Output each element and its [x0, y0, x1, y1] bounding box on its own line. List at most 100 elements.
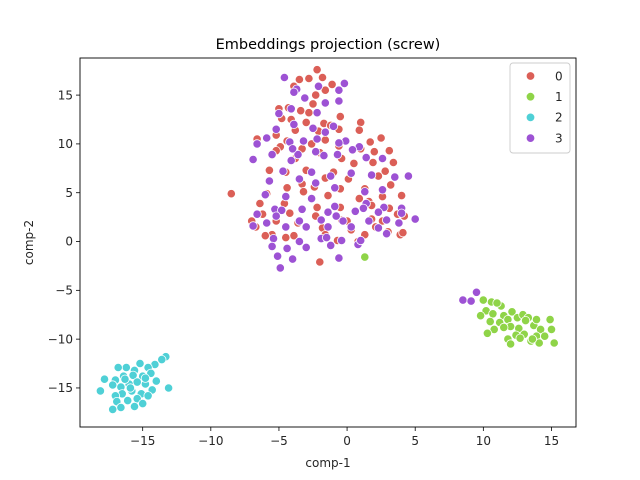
- legend-item-2: 2: [525, 111, 563, 125]
- legend-item-0: 0: [525, 69, 563, 83]
- data-point: [377, 153, 388, 164]
- series-0: [226, 65, 409, 267]
- data-point: [123, 395, 133, 406]
- legend-box: [509, 62, 571, 154]
- y-axis-label: comp-2: [22, 220, 36, 265]
- data-point: [252, 209, 262, 219]
- data-point: [356, 117, 366, 128]
- data-point: [315, 257, 325, 267]
- data-point: [323, 207, 333, 217]
- data-point: [531, 314, 542, 325]
- data-point: [394, 218, 404, 228]
- data-point: [282, 243, 292, 253]
- data-point: [311, 178, 321, 188]
- data-point: [346, 168, 356, 178]
- legend-marker: [525, 133, 536, 143]
- data-point: [285, 208, 295, 218]
- data-point: [108, 380, 118, 390]
- data-point: [527, 334, 538, 344]
- data-point: [271, 211, 281, 221]
- data-point: [108, 404, 118, 414]
- data-point: [350, 206, 360, 216]
- data-point: [466, 296, 476, 306]
- data-point: [520, 315, 531, 326]
- data-point: [300, 93, 310, 103]
- data-point: [373, 223, 383, 233]
- data-point: [308, 123, 318, 133]
- data-point: [380, 166, 390, 176]
- data-point: [482, 328, 492, 338]
- data-point: [330, 201, 340, 211]
- data-point: [471, 287, 482, 297]
- data-point: [293, 150, 303, 160]
- x-tick-label: −5: [270, 434, 288, 448]
- data-point: [304, 73, 314, 84]
- data-point: [376, 133, 386, 143]
- data-point: [99, 374, 110, 384]
- data-point: [272, 251, 283, 261]
- y-axis-ticks: −15 −10 −5 0 5 10 15: [48, 88, 80, 395]
- legend-marker: [525, 71, 536, 81]
- data-point: [252, 139, 262, 149]
- data-point: [336, 235, 347, 246]
- legend-marker: [525, 91, 536, 102]
- data-point: [381, 215, 392, 225]
- data-point: [396, 191, 407, 201]
- data-point: [358, 203, 368, 213]
- data-point: [515, 333, 525, 343]
- y-tick-label: −15: [48, 381, 73, 395]
- data-point: [332, 150, 343, 160]
- legend: 0 1 2 3: [509, 62, 571, 154]
- data-point: [320, 135, 330, 145]
- data-point: [545, 314, 555, 325]
- data-point: [135, 358, 145, 369]
- data-point: [125, 383, 135, 393]
- data-point: [281, 233, 291, 243]
- data-point: [128, 370, 138, 380]
- data-point: [260, 190, 270, 200]
- data-point: [369, 147, 379, 157]
- data-point: [271, 124, 281, 134]
- legend-label: 1: [555, 90, 563, 104]
- data-point: [381, 229, 392, 239]
- legend-item-3: 3: [525, 131, 563, 145]
- data-point: [248, 221, 258, 231]
- data-point: [334, 138, 344, 148]
- data-point: [331, 211, 341, 221]
- data-point: [485, 316, 495, 327]
- data-point: [120, 374, 130, 384]
- data-point: [390, 172, 400, 182]
- series-1: [360, 252, 559, 349]
- data-point: [534, 338, 544, 348]
- data-point: [312, 65, 322, 75]
- x-tick-label: 5: [411, 434, 419, 448]
- data-point: [364, 216, 374, 226]
- data-point: [113, 362, 123, 373]
- data-point: [294, 174, 304, 184]
- data-point: [298, 187, 309, 197]
- data-point: [282, 183, 292, 193]
- data-point: [354, 194, 364, 204]
- data-point: [386, 180, 396, 190]
- x-tick-label: 10: [476, 434, 491, 448]
- data-point: [164, 383, 174, 393]
- data-point: [338, 216, 348, 226]
- y-tick-label: 15: [58, 88, 73, 102]
- data-point: [262, 133, 272, 143]
- data-point: [396, 208, 407, 218]
- data-point: [297, 204, 307, 214]
- data-point: [289, 119, 299, 130]
- data-point: [151, 376, 161, 386]
- x-tick-label: −10: [198, 434, 223, 448]
- data-point: [347, 145, 358, 155]
- data-point: [294, 236, 304, 247]
- data-point: [278, 166, 288, 176]
- data-point: [346, 222, 356, 232]
- data-point: [313, 81, 324, 91]
- data-point: [281, 222, 291, 232]
- data-point: [373, 207, 383, 217]
- data-point: [306, 167, 317, 177]
- data-point: [298, 136, 309, 146]
- data-point: [458, 295, 468, 305]
